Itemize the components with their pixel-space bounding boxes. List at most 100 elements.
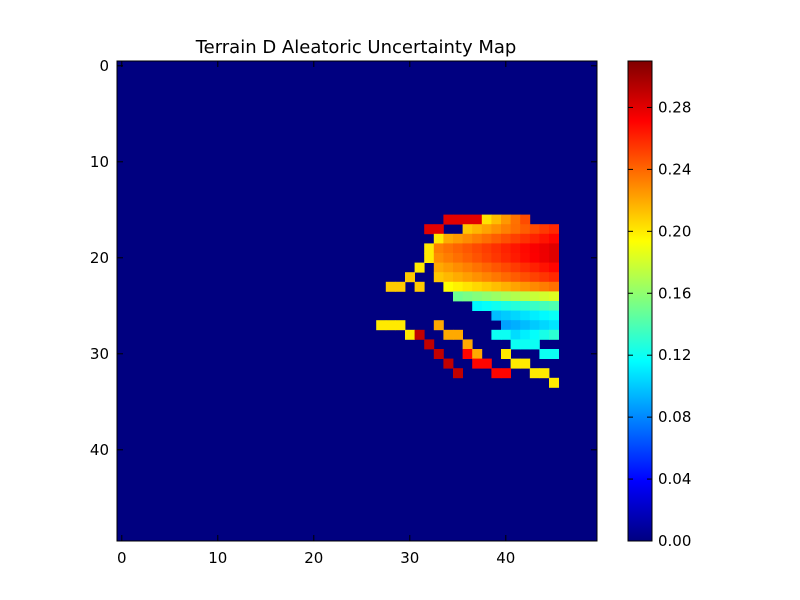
heatmap-cell [510, 224, 521, 235]
heatmap-cell [462, 214, 473, 225]
heatmap-cell [472, 214, 483, 225]
heatmap-cell [501, 291, 511, 302]
heatmap-cell [443, 214, 454, 225]
colorbar-tick-label: 0.04 [658, 470, 691, 488]
heatmap-cell [510, 253, 521, 263]
heatmap-cell [443, 281, 454, 292]
heatmap-cell [385, 281, 396, 292]
heatmap-cell [424, 253, 435, 263]
heatmap-cell [520, 272, 531, 283]
heatmap-cell [501, 329, 511, 340]
heatmap-cell [462, 339, 473, 350]
heatmap-cell [510, 214, 521, 225]
heatmap-cell [472, 291, 483, 302]
heatmap-cell [472, 224, 483, 235]
heatmap-cell [520, 214, 531, 225]
heatmap-cell [501, 233, 511, 244]
heatmap-cell [481, 281, 492, 292]
heatmap-cell [501, 349, 511, 359]
heatmap-cell [414, 281, 425, 292]
heatmap-cell [453, 214, 463, 225]
heatmap-cell [549, 320, 559, 331]
heatmap-cell [549, 310, 559, 321]
heatmap-cell [462, 262, 473, 273]
heatmap-cell [424, 243, 435, 254]
heatmap-cell [443, 253, 454, 263]
x-tick-label: 30 [400, 549, 419, 567]
heatmap-cell [462, 281, 473, 292]
heatmap-cell [501, 224, 511, 235]
colorbar-tick-label: 0.00 [658, 532, 691, 550]
heatmap-cell [549, 243, 559, 254]
heatmap-cell [549, 349, 559, 359]
heatmap-cell [481, 243, 492, 254]
heatmap-cell [443, 233, 454, 244]
heatmap-cell [414, 262, 425, 273]
heatmap-cell [491, 281, 502, 292]
heatmap-cell [433, 253, 444, 263]
heatmap-cell [443, 243, 454, 254]
heatmap-cell [453, 253, 463, 263]
colorbar-tick-label: 0.28 [658, 98, 691, 116]
heatmap-cell [549, 262, 559, 273]
heatmap-cell [491, 272, 502, 283]
heatmap-cell [472, 358, 483, 369]
heatmap-cell [510, 329, 521, 340]
heatmap-cell [395, 281, 406, 292]
heatmap-cell [501, 320, 511, 331]
heatmap-cell [491, 233, 502, 244]
heatmap-cell [501, 368, 511, 379]
y-tick-label: 40 [90, 441, 109, 459]
colorbar-tick-label: 0.20 [658, 222, 691, 240]
heatmap-cell [529, 301, 540, 311]
heatmap-cell [520, 253, 531, 263]
heatmap-cell [443, 262, 454, 273]
y-tick-label: 0 [99, 57, 109, 75]
heatmap-cell [549, 253, 559, 263]
heatmap-cell [520, 301, 531, 311]
x-tick-label: 40 [496, 549, 515, 567]
heatmap-cell [539, 291, 550, 302]
heatmap-cell [510, 243, 521, 254]
heatmap-cell [510, 272, 521, 283]
heatmap-cell [481, 262, 492, 273]
heatmap-cell [529, 224, 540, 235]
heatmap-cell [453, 243, 463, 254]
heatmap-cell [453, 281, 463, 292]
heatmap-cell [481, 233, 492, 244]
heatmap-cell [520, 224, 531, 235]
y-tick-label: 30 [90, 345, 109, 363]
heatmap-cell [510, 291, 521, 302]
heatmap-cell [472, 281, 483, 292]
heatmap-cell [433, 320, 444, 331]
heatmap-cell [539, 272, 550, 283]
heatmap-cell [539, 224, 550, 235]
heatmap-cell [520, 233, 531, 244]
heatmap-cell [481, 301, 492, 311]
plot-frame [116, 60, 598, 542]
heatmap-cell [414, 329, 425, 340]
colorbar-tick-label: 0.16 [658, 284, 691, 302]
heatmap-cell [539, 253, 550, 263]
heatmap-cell [520, 243, 531, 254]
heatmap-cell [481, 224, 492, 235]
heatmap-cell [510, 310, 521, 321]
heatmap-cell [539, 243, 550, 254]
heatmap-cell [520, 291, 531, 302]
heatmap-cell [549, 329, 559, 340]
heatmap-cell [481, 272, 492, 283]
heatmap-cell [453, 291, 463, 302]
heatmap-cell [529, 329, 540, 340]
heatmap-cell [529, 320, 540, 331]
heatmap-cell [549, 272, 559, 283]
colorbar: 0.00 0.04 0.08 0.12 0.16 0.20 0.24 0.28 [627, 60, 691, 550]
heatmap-cell [510, 233, 521, 244]
x-tick-label: 10 [208, 549, 227, 567]
heatmap-cell [453, 368, 463, 379]
heatmap-cell [549, 281, 559, 292]
heatmap-cell [491, 224, 502, 235]
heatmap-cell [453, 233, 463, 244]
heatmap-cell [539, 320, 550, 331]
heatmap-cell [491, 214, 502, 225]
heatmap-cell [481, 253, 492, 263]
